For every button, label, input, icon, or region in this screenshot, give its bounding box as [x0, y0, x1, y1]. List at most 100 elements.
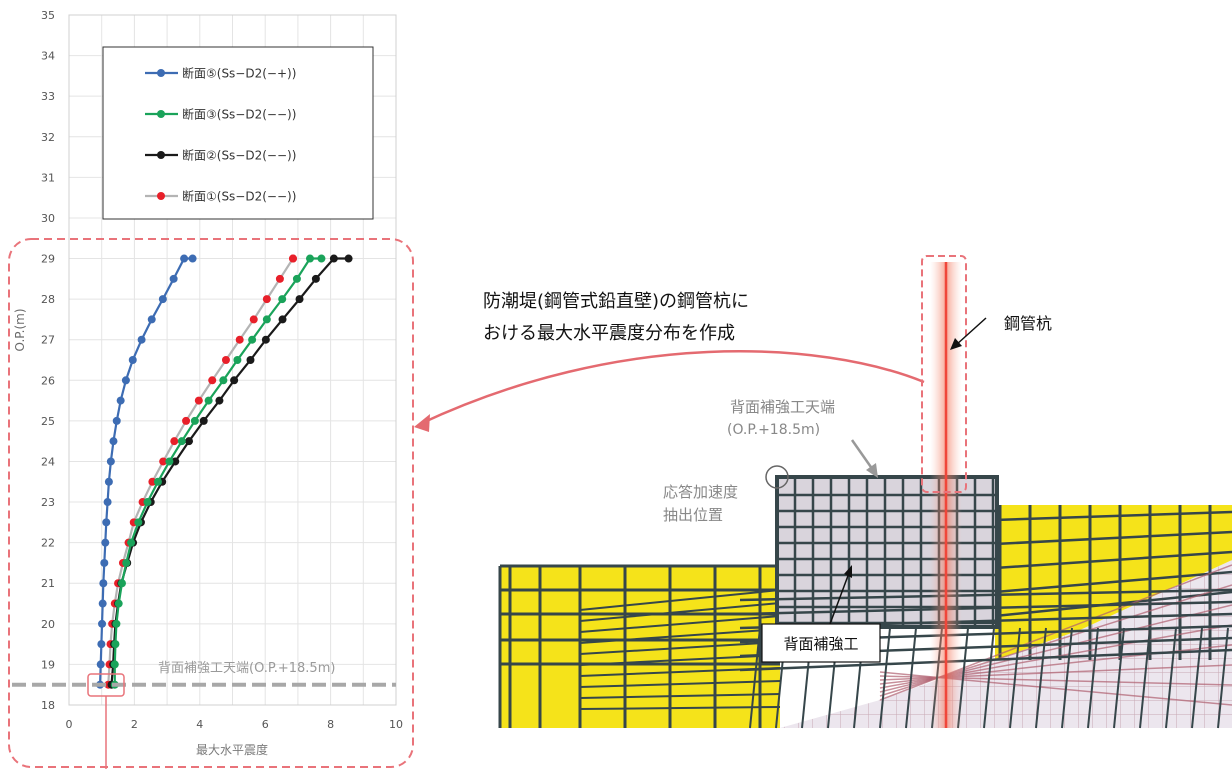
legend-label: 断面②(Ss−D2(−−)): [182, 148, 296, 163]
y-tick-label: 27: [41, 334, 55, 347]
series-point: [230, 376, 239, 385]
callout-arrow: [414, 350, 925, 432]
callout-text-line2: おける最大水平震度分布を作成: [483, 323, 735, 344]
series-point: [305, 254, 314, 263]
series-point: [116, 396, 125, 405]
series-2: [110, 254, 326, 689]
series-point: [194, 396, 203, 405]
top-label-arrow: [850, 439, 878, 478]
series-point: [111, 640, 120, 649]
series-point: [128, 356, 137, 364]
series-point: [295, 295, 304, 304]
y-tick-label: 22: [41, 537, 55, 550]
chart-series-group: [96, 254, 353, 689]
series-point: [112, 416, 121, 425]
series-point: [329, 254, 338, 263]
series-point: [112, 619, 121, 628]
series-point: [344, 254, 353, 263]
x-tick-label: 10: [389, 718, 403, 731]
series-point: [190, 416, 199, 425]
legend-entry: 断面⑤(Ss−D2(−+)): [145, 66, 296, 81]
legend-swatch-marker: [157, 151, 165, 159]
y-tick-labels: 18 19 20 21 22 23 24 25 26 27 28 29 30 31 32 33 34 35: [41, 9, 55, 712]
y-tick-label: 18: [41, 699, 55, 712]
reinforce-label: 背面補強工: [783, 635, 858, 653]
y-tick-label: 20: [41, 618, 55, 631]
series-point: [278, 295, 287, 304]
legend-entry: 断面③(Ss−D2(−−)): [145, 107, 296, 122]
series-point: [96, 660, 105, 669]
soil-region-left: [500, 566, 780, 728]
y-tick-label: 21: [41, 577, 55, 590]
structure-diagram: [498, 255, 1232, 729]
legend-swatch-marker: [157, 69, 165, 77]
series-point: [261, 335, 270, 344]
series-point: [104, 477, 113, 486]
x-axis-label: 最大水平震度: [196, 742, 268, 757]
series-point: [215, 396, 224, 405]
x-tick-label: 8: [327, 718, 334, 731]
legend-swatch-marker: [157, 110, 165, 118]
x-tick-labels: 0 2 4 6 8 10: [66, 718, 404, 731]
extract-label-line1: 応答加速度: [663, 483, 738, 501]
top-label-line1: 背面補強工天端: [730, 398, 835, 416]
y-tick-label: 26: [41, 374, 55, 387]
series-point: [102, 518, 111, 527]
series-point: [100, 558, 109, 567]
pile-label-group: 鋼管杭: [950, 314, 1052, 350]
y-tick-label: 32: [41, 131, 55, 144]
series-point: [311, 274, 320, 283]
y-tick-label: 30: [41, 212, 55, 225]
series-point: [109, 437, 118, 446]
series-point: [233, 356, 242, 364]
series-point: [278, 315, 287, 324]
pile-dashed-frame: [921, 255, 967, 493]
series-point: [182, 416, 191, 425]
series-point: [103, 498, 112, 507]
series-line: [113, 257, 322, 685]
series-point: [219, 376, 228, 385]
series-point: [246, 356, 255, 364]
series-point: [262, 315, 271, 324]
series-point: [98, 599, 107, 608]
chart-legend: 断面⑤(Ss−D2(−+)) 断面③(Ss−D2(−−)) 断面②(Ss−D2(−−…: [102, 46, 374, 220]
series-point: [153, 477, 162, 486]
series-point: [248, 335, 257, 344]
y-tick-label: 35: [41, 9, 55, 22]
y-tick-label: 33: [41, 90, 55, 103]
series-point: [158, 295, 167, 304]
series-point: [143, 498, 152, 507]
series-point: [185, 437, 194, 446]
x-tick-label: 4: [196, 718, 203, 731]
series-point: [235, 335, 244, 344]
x-tick-label: 2: [131, 718, 138, 731]
y-tick-label: 25: [41, 415, 55, 428]
series-point: [188, 254, 197, 263]
series-point: [169, 274, 178, 283]
callout-text-line1: 防潮堤(鋼管式鉛直壁)の鋼管杭に: [483, 291, 749, 312]
series-point: [101, 538, 110, 547]
series-point: [171, 457, 180, 466]
y-tick-label: 24: [41, 455, 55, 468]
series-point: [204, 396, 213, 405]
series-point: [221, 356, 230, 364]
legend-entry: 断面①(Ss−D2(−−)): [145, 189, 296, 204]
plot-frame: [68, 14, 397, 706]
series-point: [106, 457, 115, 466]
y-tick-label: 31: [41, 171, 55, 184]
series-point: [170, 437, 179, 446]
x-tick-label: 0: [66, 718, 73, 731]
legend-label: 断面①(Ss−D2(−−)): [182, 189, 296, 204]
series-point: [134, 518, 143, 527]
highlight-dashed-frame: [8, 238, 414, 768]
series-point: [98, 619, 107, 628]
y-axis-label: O.P.(m): [13, 308, 27, 351]
soil-mesh-left: [498, 564, 781, 728]
series-point: [99, 579, 108, 588]
x-tick-label: 6: [262, 718, 269, 731]
series-point: [114, 599, 123, 608]
series-point: [110, 660, 119, 669]
series-point: [148, 477, 157, 486]
